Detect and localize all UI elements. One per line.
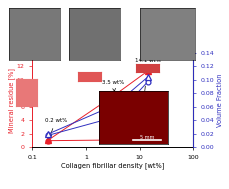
Y-axis label: Volume Fraction: Volume Fraction	[216, 73, 222, 127]
Text: 3.5 wt%: 3.5 wt%	[102, 80, 124, 91]
Text: 5 mm: 5 mm	[139, 135, 154, 140]
Text: 14.1 wt%: 14.1 wt%	[134, 58, 160, 74]
X-axis label: Collagen fibrillar density [wt%]: Collagen fibrillar density [wt%]	[61, 162, 164, 169]
Y-axis label: Mineral residue [%]: Mineral residue [%]	[8, 68, 14, 133]
Text: 0.2 wt%: 0.2 wt%	[44, 118, 67, 137]
